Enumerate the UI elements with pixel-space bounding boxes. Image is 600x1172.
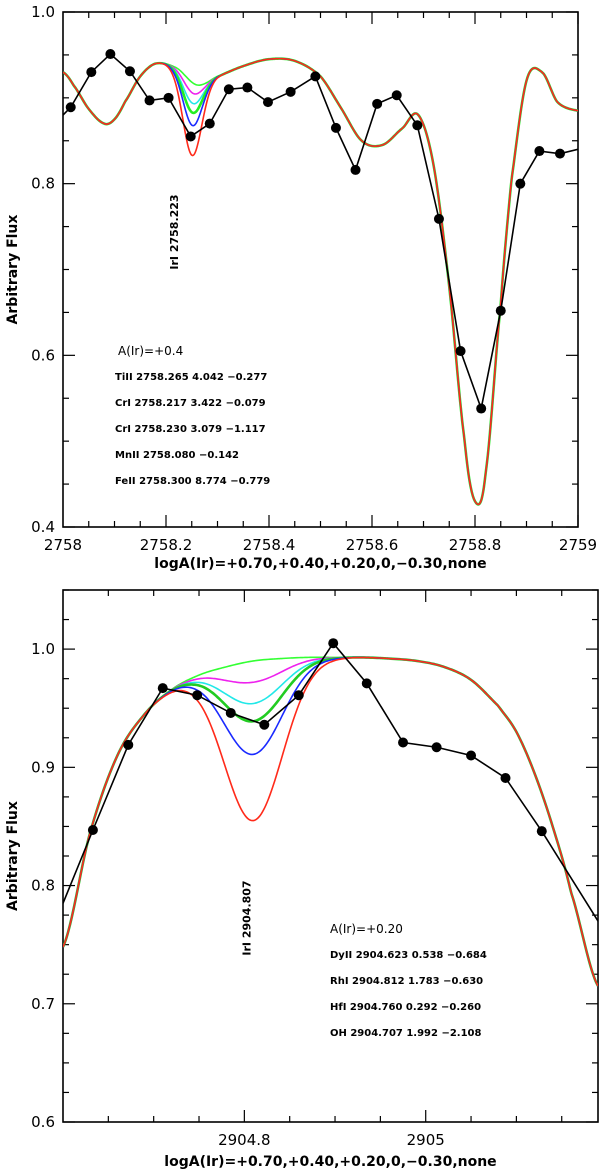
- x-tick-label: 2759: [559, 536, 597, 554]
- observed-point: [185, 131, 196, 142]
- y-tick-label: 1.0: [31, 3, 55, 21]
- observed-point: [192, 690, 203, 701]
- synthetic-line-030: [63, 656, 598, 987]
- blend-line-annotation: CrI 2758.217 3.422 −0.079: [115, 398, 266, 409]
- observed-point: [476, 403, 487, 414]
- line-id-label: IrI 2904.807: [241, 880, 254, 955]
- synthetic-line-070: [63, 57, 578, 506]
- data-layer: [63, 49, 578, 506]
- observed-point: [86, 67, 97, 78]
- blend-line-annotation: HfI 2904.760 0.292 −0.260: [330, 1002, 481, 1013]
- observed-point: [310, 71, 321, 82]
- observed-point: [495, 305, 506, 316]
- synthetic-line-030: [63, 57, 578, 506]
- y-tick-label: 0.8: [31, 175, 55, 193]
- y-tick-label: 1.0: [31, 640, 55, 658]
- observed-point: [350, 164, 361, 175]
- observed-point: [466, 750, 477, 761]
- y-tick-label: 0.6: [31, 1113, 55, 1131]
- observed-point: [225, 707, 236, 718]
- x-tick-label: 2758.8: [449, 536, 502, 554]
- x-tick-label: 2758.2: [140, 536, 193, 554]
- observed-point: [412, 120, 423, 131]
- observed-point: [431, 742, 442, 753]
- observed-point: [259, 719, 270, 730]
- y-tick-label: 0.8: [31, 877, 55, 895]
- synthetic-line-020: [63, 656, 598, 987]
- synthetic-line-020: [63, 57, 578, 506]
- blend-line-annotation: MnII 2758.080 −0.142: [115, 450, 239, 461]
- observed-point: [455, 346, 466, 357]
- line-id-label: IrI 2758.223: [168, 194, 181, 269]
- abundance-label: A(Ir)=+0.4: [118, 344, 183, 358]
- chart-panel-bottom: 2904.8 2905 0.6 0.7 0.8 0.9 1.0 logA(Ir)=+0.70,…: [5, 589, 599, 1170]
- blend-line-annotation: DyII 2904.623 0.538 −0.684: [330, 950, 487, 961]
- x-axis-label: logA(Ir)=+0.70,+0.40,+0.20,0,−0.30,none: [154, 556, 486, 572]
- synthetic-line-070: [63, 656, 598, 987]
- observed-point: [433, 213, 444, 224]
- observed-point: [330, 122, 341, 133]
- observed-point: [65, 102, 76, 113]
- observed-point: [515, 178, 526, 189]
- y-tick-label: 0.9: [31, 758, 55, 776]
- y-axis-label: Arbitrary Flux: [5, 215, 21, 325]
- x-axis-label: logA(Ir)=+0.70,+0.40,+0.20,0,−0.30,none: [164, 1154, 496, 1170]
- observed-point: [534, 146, 545, 157]
- observed-point: [262, 97, 273, 108]
- y-tick-label: 0.6: [31, 346, 55, 364]
- observed-point: [372, 98, 383, 109]
- synthetic-line-040: [63, 656, 598, 987]
- x-tick-label: 2758.6: [346, 536, 399, 554]
- observed-point: [293, 690, 304, 701]
- y-axis-label: Arbitrary Flux: [5, 801, 21, 911]
- observed-point: [157, 683, 168, 694]
- observed-point: [223, 84, 234, 95]
- observed-point: [105, 49, 116, 60]
- x-tick-label: 2904.8: [218, 1131, 271, 1149]
- synthetic-line-0: [63, 57, 578, 506]
- blend-line-annotation: TiII 2758.265 4.042 −0.277: [115, 372, 267, 383]
- x-tick-label: 2905: [407, 1131, 445, 1149]
- blend-line-annotation: FeII 2758.300 8.774 −0.779: [115, 476, 270, 487]
- synthetic-line-040: [63, 57, 578, 506]
- observed-point: [398, 737, 409, 748]
- observed-line: [63, 641, 598, 922]
- synthetic-line-0: [63, 656, 598, 987]
- x-tick-label: 2758.4: [243, 536, 296, 554]
- observed-point: [163, 92, 174, 103]
- synthetic-line-none: [63, 656, 598, 987]
- data-layer: [63, 638, 598, 987]
- observed-point: [123, 739, 134, 750]
- observed-point: [204, 118, 215, 129]
- blend-line-annotation: CrI 2758.230 3.079 −1.117: [115, 424, 266, 435]
- observed-point: [500, 772, 511, 783]
- blend-line-annotation: OH 2904.707 1.992 −2.108: [330, 1028, 482, 1039]
- chart-panel-top: 2758 2758.2 2758.4 2758.6 2758.8 2759 0.4 0.6 0.…: [5, 3, 597, 572]
- x-tick-label: 2758: [44, 536, 82, 554]
- observed-point: [124, 66, 135, 77]
- y-tick-label: 0.4: [31, 518, 55, 536]
- observed-point: [554, 148, 565, 159]
- observed-point: [536, 826, 547, 837]
- observed-point: [361, 678, 372, 689]
- observed-point: [391, 90, 402, 101]
- observed-point: [87, 824, 98, 835]
- observed-point: [328, 638, 339, 649]
- observed-point: [144, 95, 155, 106]
- blend-line-annotation: RhI 2904.812 1.783 −0.630: [330, 976, 483, 987]
- plot-frame: [62, 589, 599, 1123]
- abundance-label: A(Ir)=+0.20: [330, 922, 403, 936]
- observed-point: [285, 86, 296, 97]
- observed-point: [242, 82, 253, 93]
- synthetic-line-none: [63, 57, 578, 506]
- y-tick-label: 0.7: [31, 995, 55, 1013]
